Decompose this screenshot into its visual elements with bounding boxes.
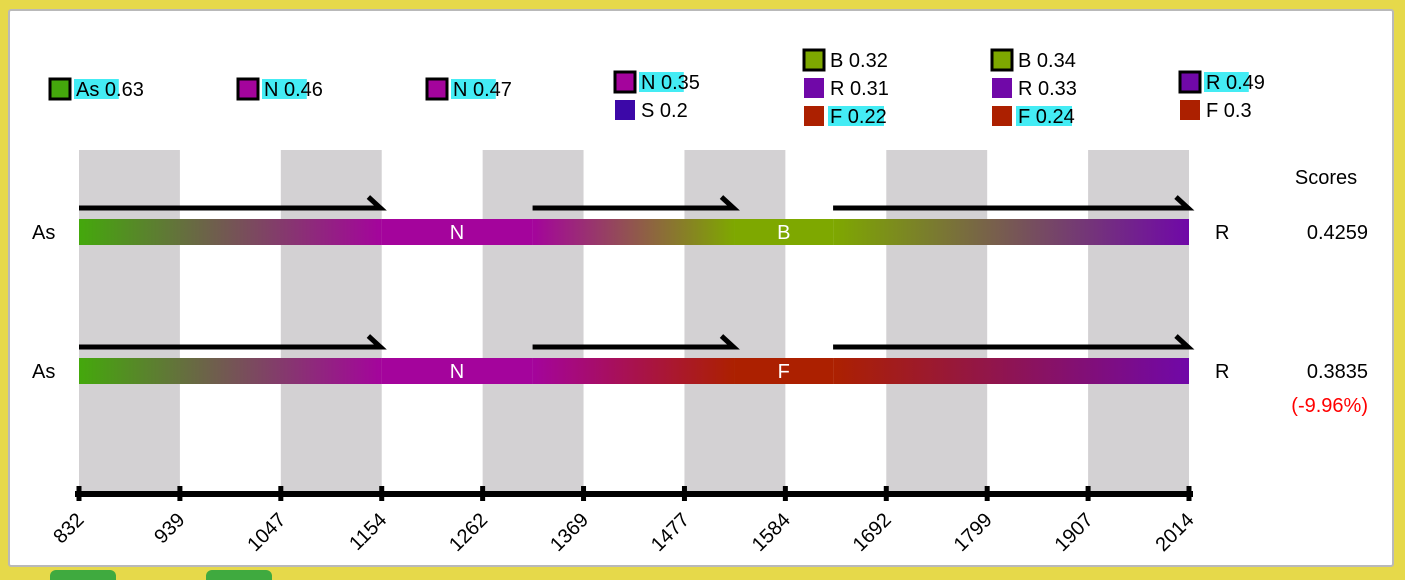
sequence-row: N F As R 0.3835 (-9.96%): [32, 334, 1368, 417]
legend-color-swatch: [804, 78, 824, 98]
track-segment: [734, 358, 834, 384]
segment-label: N: [450, 222, 464, 244]
legend-label: R 0.31: [830, 78, 889, 100]
direction-arrow: [833, 334, 1195, 350]
legend-highlight: [74, 79, 119, 99]
legend-color-swatch: [804, 106, 824, 126]
legend-label: N 0.47: [453, 79, 512, 101]
track-segment: [833, 358, 1189, 384]
track-segment: [79, 219, 382, 245]
row-score: 0.4259: [1307, 222, 1368, 244]
scores-header: Scores: [1295, 167, 1357, 189]
direction-arrow: [532, 195, 740, 211]
legend-label: B 0.34: [1018, 50, 1076, 72]
background-band: [280, 150, 382, 494]
background-band: [1088, 150, 1189, 494]
legend-color-swatch: [613, 70, 637, 94]
x-axis-tick-label: 1262: [445, 509, 492, 556]
legend-color-swatch: [1178, 70, 1202, 94]
x-axis-tick-label: 939: [150, 509, 189, 548]
legend-highlight: [1016, 106, 1072, 126]
bottom-tab-2[interactable]: [206, 570, 272, 580]
bottom-tab-1[interactable]: [50, 570, 116, 580]
legend-highlight: [828, 106, 884, 126]
legend-highlight: [639, 72, 684, 92]
legend-label: As 0.63: [76, 79, 144, 101]
legend-label: S 0.2: [641, 100, 688, 122]
direction-arrow: [833, 195, 1195, 211]
segment-label: B: [777, 222, 790, 244]
sequence-row: N B As R 0.4259: [32, 195, 1368, 245]
legend-label: R 0.49: [1206, 72, 1265, 94]
segment-label: F: [778, 361, 790, 383]
track-segment: [381, 219, 533, 245]
x-axis-tick-label: 1692: [849, 509, 896, 556]
legend-item: As 0.63: [48, 77, 144, 101]
legend-label: F 0.3: [1206, 100, 1252, 122]
x-axis-tick-label: 1369: [546, 509, 593, 556]
track-segment: [381, 358, 533, 384]
x-axis-tick-label: 1799: [950, 509, 997, 556]
x-axis-tick-label: 832: [49, 509, 88, 548]
legend-item: R 0.31: [804, 78, 889, 100]
legend-label: F 0.22: [830, 106, 887, 128]
x-axis-tick-label: 1154: [345, 509, 391, 555]
background-band: [482, 150, 584, 494]
legend-item: F 0.22: [804, 106, 887, 128]
legend-label: R 0.33: [1018, 78, 1077, 100]
direction-arrow: [79, 195, 387, 211]
row-left-label: As: [32, 361, 55, 383]
score-change-percent: (-9.96%): [1291, 395, 1368, 417]
x-axis-tick-label: 1047: [243, 509, 290, 556]
background-band: [79, 150, 180, 494]
legend-item: N 0.35: [613, 70, 700, 94]
legend-color-swatch: [1180, 100, 1200, 120]
row-score: 0.3835: [1307, 361, 1368, 383]
direction-arrow: [79, 334, 387, 350]
direction-arrow: [532, 334, 740, 350]
track-segment: [833, 219, 1189, 245]
track-segment: [734, 219, 834, 245]
legend-color-swatch: [48, 77, 72, 101]
legend-item: N 0.47: [425, 77, 512, 101]
comparison-visualization: As 0.63 N 0.46 N 0.47 N 0.35 S 0.2 B 0.32 R 0.…: [32, 48, 1368, 556]
background-band: [684, 150, 786, 494]
row-left-label: As: [32, 222, 55, 244]
x-axis-tick-label: 1477: [647, 509, 694, 556]
legend-item: B 0.34: [990, 48, 1076, 72]
legend-item: F 0.24: [992, 106, 1075, 128]
legend-color-swatch: [236, 77, 260, 101]
legend-item: R 0.49: [1178, 70, 1265, 94]
legend-color-swatch: [425, 77, 449, 101]
legend-item: N 0.46: [236, 77, 323, 101]
legend-label: B 0.32: [830, 50, 888, 72]
row-right-label: R: [1215, 222, 1229, 244]
legend-item: F 0.3: [1180, 100, 1252, 122]
row-right-label: R: [1215, 361, 1229, 383]
main-panel: As 0.63 N 0.46 N 0.47 N 0.35 S 0.2 B 0.32 R 0.…: [8, 9, 1394, 567]
legend-label: F 0.24: [1018, 106, 1075, 128]
legend-label: N 0.46: [264, 79, 323, 101]
legend-color-swatch: [615, 100, 635, 120]
legend-label: N 0.35: [641, 72, 700, 94]
legend-color-swatch: [992, 78, 1012, 98]
legend-item: B 0.32: [802, 48, 888, 72]
x-axis-tick-label: 2014: [1152, 509, 1199, 556]
legend-item: R 0.33: [992, 78, 1077, 100]
background-band: [886, 150, 988, 494]
legend-highlight: [262, 79, 307, 99]
track-segment: [532, 219, 735, 245]
x-axis-tick-label: 1584: [748, 509, 795, 556]
track-segment: [79, 358, 382, 384]
legend-color-swatch: [802, 48, 826, 72]
legend-highlight: [451, 79, 496, 99]
legend-item: S 0.2: [615, 100, 688, 122]
track-segment: [532, 358, 735, 384]
legend-color-swatch: [992, 106, 1012, 126]
legend-highlight: [1204, 72, 1249, 92]
legend-color-swatch: [990, 48, 1014, 72]
segment-label: N: [450, 361, 464, 383]
x-axis-tick-label: 1907: [1051, 509, 1098, 556]
